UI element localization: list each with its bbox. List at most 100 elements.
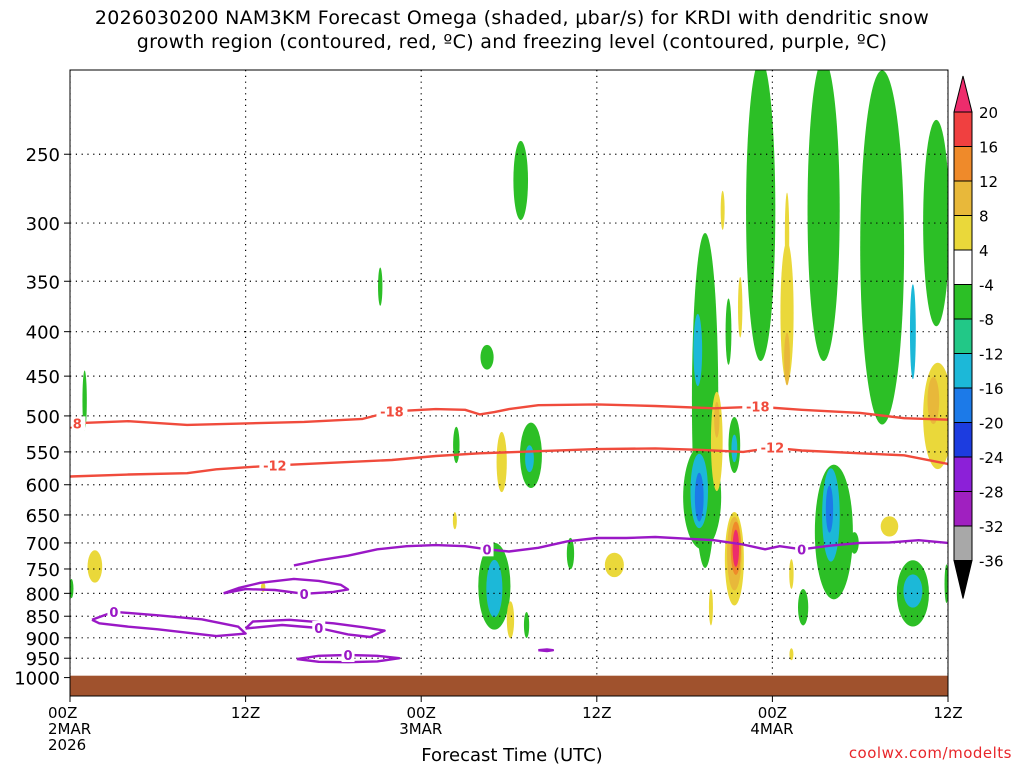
- ytick-label-1000: 1000: [14, 669, 60, 690]
- ytick-label-450: 450: [26, 367, 60, 388]
- omega-cell-28: [604, 552, 624, 578]
- colorbar-top-triangle: [953, 75, 973, 113]
- contour-freezing-lobe-2-label-0: 0: [314, 622, 323, 637]
- colorbar-swatch-1: [953, 111, 973, 147]
- ytick-label-550: 550: [26, 443, 60, 464]
- title-line-2: growth region (contoured, red, ºC) and f…: [136, 31, 888, 53]
- omega-cell-53: [694, 472, 704, 522]
- omega-cell-43: [927, 376, 940, 425]
- omega-cell-13: [746, 70, 776, 361]
- omega-cell-3: [82, 370, 87, 431]
- contour-freezing-lobe-1-label-0: 0: [300, 588, 309, 603]
- y-axis: 2503003504004505005506006507007508008509…: [14, 145, 70, 690]
- contour-minus18-label-bg-2: [742, 399, 774, 414]
- colorbar-swatch-7: [953, 318, 973, 354]
- ground-surface: [70, 675, 948, 696]
- colorbar-label-7: -12: [979, 346, 1004, 364]
- omega-cell-51: [903, 574, 923, 608]
- colorbar-swatch-3: [953, 180, 973, 216]
- title-line-1: 2026030200 NAM3KM Forecast Omega (shaded…: [94, 7, 930, 29]
- omega-cell-34: [780, 241, 794, 383]
- ytick-label-700: 700: [26, 534, 60, 555]
- contour-minus18-label-1: -18: [380, 405, 404, 420]
- xtick-label-0-2: 2026: [48, 736, 86, 754]
- colorbar-label-11: -28: [979, 484, 1004, 502]
- contour-minus18-label-0: -18: [58, 417, 82, 432]
- omega-cell-7: [566, 537, 575, 570]
- colorbar-swatch-10: [953, 422, 973, 458]
- contour-minus12-label-bg-0: [259, 458, 291, 473]
- temperature-contours: -18 -18 -18 -12 -12 0 0 0 0 0 0: [58, 399, 948, 664]
- omega-cell-22: [523, 611, 530, 639]
- contour-minus18-label-2: -18: [746, 401, 770, 416]
- ytick-label-800: 800: [26, 584, 60, 605]
- colorbar-swatch-11: [953, 456, 973, 492]
- omega-cell-20: [798, 589, 809, 626]
- omega-cell-54: [825, 485, 834, 533]
- ytick-label-400: 400: [26, 323, 60, 344]
- omega-cell-36: [789, 559, 794, 589]
- contour-minus12: [70, 446, 948, 478]
- contour-minus12-label-1: -12: [761, 442, 785, 457]
- omega-cell-35: [784, 192, 790, 279]
- xtick-label-12-0: 12Z: [231, 704, 260, 722]
- x-axis-label: Forecast Time (UTC): [0, 745, 1024, 766]
- omega-shading-layer: [70, 70, 948, 661]
- omega-cell-23: [87, 550, 103, 583]
- omega-cell-14: [807, 70, 840, 361]
- colorbar-label-9: -20: [979, 415, 1004, 433]
- contour-freezing-lobe-1-label-bg-0: [297, 586, 311, 601]
- ytick-label-600: 600: [26, 476, 60, 497]
- omega-cell-33: [738, 277, 743, 338]
- contour-freezing-lobe-4: [538, 648, 555, 653]
- omega-cell-26: [496, 431, 507, 493]
- contour-freezing-main-label-bg-0: [480, 542, 494, 557]
- colorbar-label-3: 8: [979, 208, 989, 226]
- xtick-label-48-0: 00Z: [758, 704, 787, 722]
- ytick-label-750: 750: [26, 560, 60, 581]
- omega-cell-1: [378, 267, 383, 306]
- plot-frame: [69, 69, 949, 697]
- contour-freezing-lobe-3-label-0: 0: [344, 649, 353, 664]
- contour-freezing-lobe-2-label-bg-0: [312, 621, 326, 636]
- omega-cell-38: [880, 516, 899, 537]
- omega-cell-42: [784, 332, 790, 386]
- omega-cell-49: [909, 284, 916, 380]
- colorbar: 20 16 12 8 4 -4 -8 -12 -16 -20 -24 -28 -32 -36: [953, 75, 1004, 599]
- ytick-label-300: 300: [26, 214, 60, 235]
- colorbar-label-1: 16: [979, 139, 998, 157]
- contour-freezing-lobe-0-label-bg-0: [107, 604, 121, 619]
- omega-cell-30: [720, 190, 725, 230]
- colorbar-swatch-13: [953, 525, 973, 561]
- omega-cell-48: [731, 434, 738, 463]
- chart-title: 2026030200 NAM3KM Forecast Omega (shaded…: [0, 6, 1024, 54]
- contour-freezing-main-label-1: 0: [797, 543, 806, 558]
- x-axis-title: Forecast Time (UTC): [421, 745, 603, 766]
- omega-cell-27: [506, 601, 515, 639]
- colorbar-label-6: -8: [979, 311, 994, 329]
- contour-freezing-lobe-0: [91, 610, 247, 638]
- xtick-label-0-1: 2MAR: [48, 720, 91, 738]
- ytick-label-900: 900: [26, 629, 60, 650]
- omega-cell-45: [486, 559, 503, 618]
- omega-cell-40: [714, 401, 720, 438]
- omega-cell-4: [453, 426, 460, 464]
- contour-freezing-lobe-0-label-0: 0: [109, 606, 118, 621]
- xtick-label-60-0: 12Z: [933, 704, 962, 722]
- xtick-label-0-0: 00Z: [48, 704, 77, 722]
- credit-text: coolwx.com/modelts: [848, 744, 1012, 762]
- contour-freezing-main: [293, 535, 948, 567]
- colorbar-swatch-4: [953, 215, 973, 251]
- ytick-label-850: 850: [26, 607, 60, 628]
- ytick-label-500: 500: [26, 407, 60, 428]
- contour-freezing-lobe-3-label-bg-0: [341, 648, 355, 663]
- contour-minus12-label-0: -12: [263, 459, 287, 474]
- xtick-label-36-0: 12Z: [582, 704, 611, 722]
- omega-cell-2: [480, 344, 494, 370]
- omega-cell-44: [525, 445, 534, 473]
- colorbar-label-8: -16: [979, 380, 1004, 398]
- omega-cell-25: [452, 512, 457, 530]
- contour-freezing-main-label-0: 0: [483, 543, 492, 558]
- omega-cell-11: [725, 298, 732, 365]
